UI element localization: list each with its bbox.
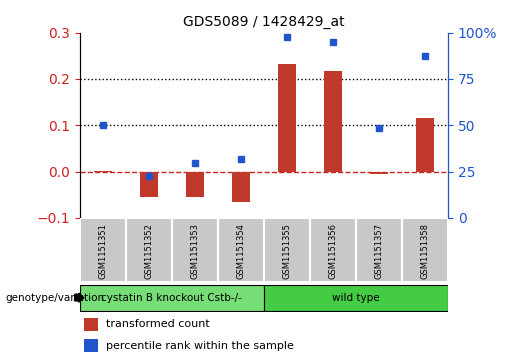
Bar	[80, 219, 126, 282]
Bar	[232, 171, 250, 201]
Bar	[186, 171, 204, 197]
Text: transformed count: transformed count	[106, 319, 210, 330]
Text: GSM1151352: GSM1151352	[144, 223, 153, 279]
Bar	[310, 219, 356, 282]
Bar	[83, 318, 98, 331]
Bar	[264, 219, 310, 282]
Bar	[140, 171, 158, 197]
Bar	[416, 118, 434, 171]
Text: GSM1151351: GSM1151351	[98, 223, 107, 279]
Text: GSM1151353: GSM1151353	[191, 223, 199, 279]
Bar	[80, 285, 264, 311]
Text: GSM1151356: GSM1151356	[329, 223, 337, 279]
Bar	[370, 171, 388, 174]
Text: wild type: wild type	[332, 293, 380, 303]
Text: GSM1151355: GSM1151355	[282, 223, 291, 279]
Text: percentile rank within the sample: percentile rank within the sample	[106, 341, 294, 351]
Bar	[83, 339, 98, 352]
Bar	[264, 285, 448, 311]
Bar	[126, 219, 171, 282]
Text: GSM1151358: GSM1151358	[421, 223, 430, 279]
Text: GSM1151354: GSM1151354	[236, 223, 246, 279]
Bar	[172, 219, 218, 282]
Bar	[218, 219, 264, 282]
Bar	[278, 64, 296, 171]
Text: cystatin B knockout Cstb-/-: cystatin B knockout Cstb-/-	[101, 293, 243, 303]
Text: GSM1151357: GSM1151357	[374, 223, 384, 279]
Title: GDS5089 / 1428429_at: GDS5089 / 1428429_at	[183, 15, 345, 29]
Text: genotype/variation: genotype/variation	[5, 293, 104, 303]
Bar	[324, 71, 342, 171]
Bar	[402, 219, 448, 282]
Bar	[356, 219, 402, 282]
